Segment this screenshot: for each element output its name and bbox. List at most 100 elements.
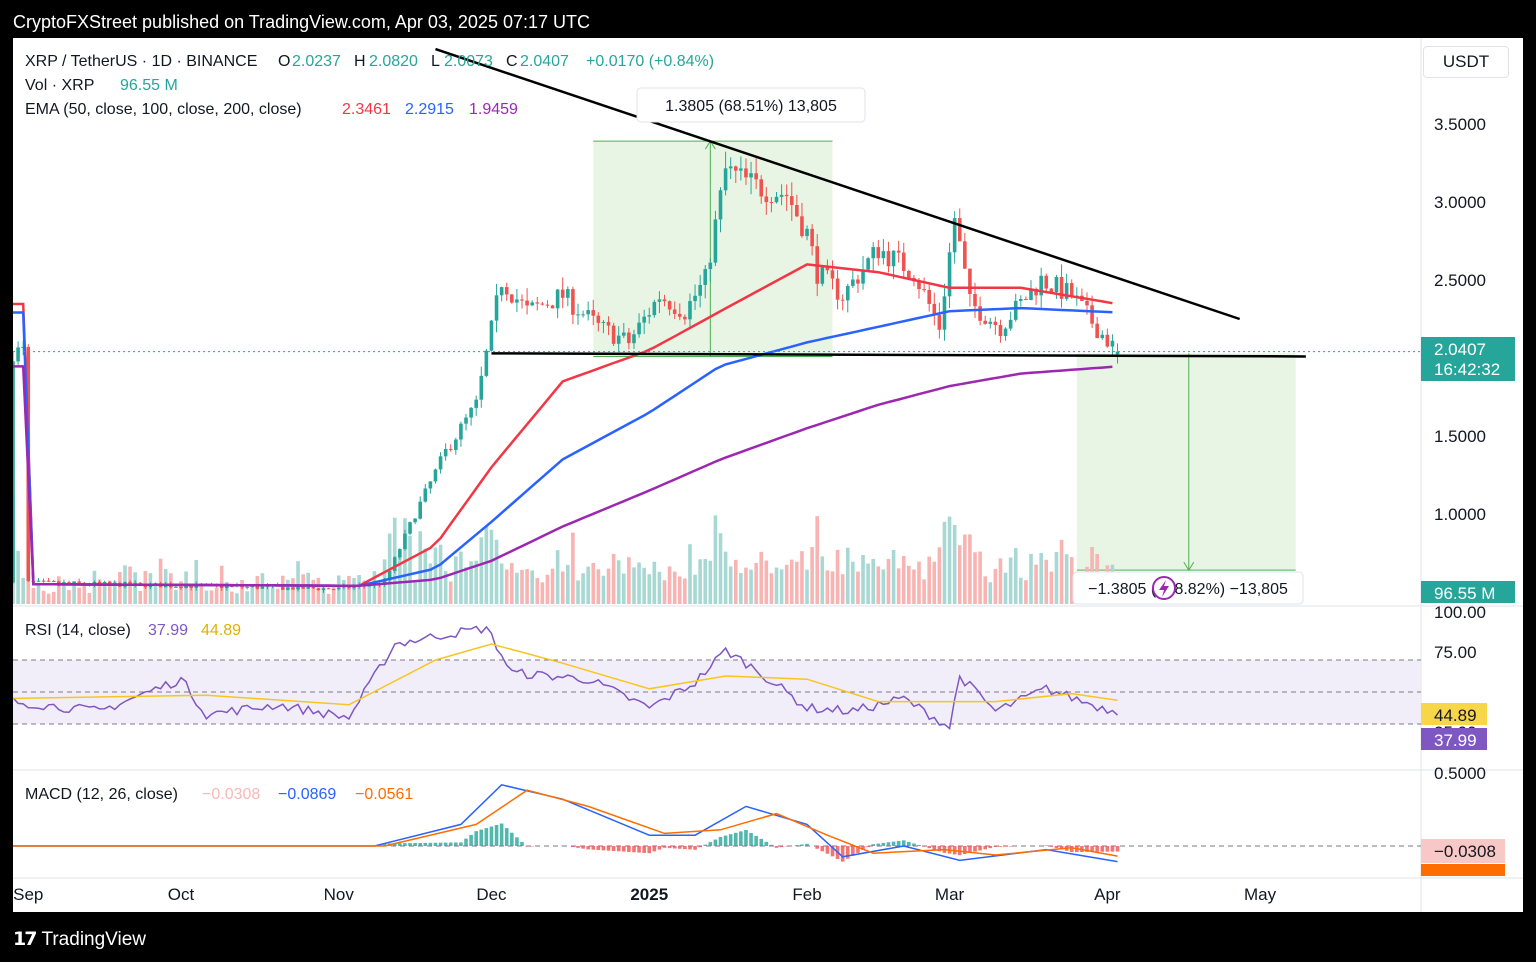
macd-histogram-bar (673, 846, 677, 848)
macd-histogram-bar (780, 846, 784, 847)
volume-bar (1024, 580, 1028, 604)
volume-bar (490, 530, 494, 604)
macd-histogram-bar (917, 845, 921, 846)
chart-frame[interactable]: 3.5000 3.0000 2.5000 1.5000 1.0000 100.00 75.0… (13, 38, 1523, 912)
candle-body (668, 301, 672, 309)
candle-body (724, 168, 728, 190)
volume-bar (978, 552, 982, 604)
volume-bar (871, 559, 875, 604)
volume-bar (454, 556, 458, 604)
currency-button[interactable]: USDT (1423, 46, 1509, 78)
volume-bar (52, 592, 56, 604)
candle-body (16, 347, 20, 361)
candle-body (1055, 277, 1059, 292)
macd-histogram-bar (907, 842, 911, 846)
volume-bar (1050, 572, 1054, 604)
candle-body (653, 302, 657, 315)
macd-histogram-bar (653, 846, 657, 851)
volume-bar (759, 552, 763, 604)
price-chart[interactable]: 3.5000 3.0000 2.5000 1.5000 1.0000 100.00 75.0… (13, 38, 1523, 912)
macd-histogram-bar (693, 846, 697, 850)
macd-histogram-bar (999, 846, 1003, 847)
candle-body (877, 247, 881, 258)
volume-bar (887, 559, 891, 604)
candle-body (281, 587, 285, 590)
macd-histogram-bar (663, 846, 667, 848)
candle-body (1009, 320, 1013, 329)
macd-histogram-bar (729, 834, 733, 846)
volume-bar (810, 547, 814, 604)
volume-bar (1004, 573, 1008, 604)
volume-bar (653, 562, 657, 604)
candle-body (1090, 305, 1094, 323)
volume-bar (836, 550, 840, 604)
volume-bar (963, 535, 967, 604)
volume-bar (622, 574, 626, 604)
volume-bar (291, 578, 295, 604)
candle-body (642, 317, 646, 323)
ema100-value: 2.2915 (405, 101, 454, 118)
macd-histogram-bar (571, 846, 575, 847)
volume-bar (296, 561, 300, 604)
volume-bar (556, 550, 560, 604)
candle-body (1085, 301, 1089, 305)
volume-bar (932, 562, 936, 604)
candle-body (1019, 299, 1023, 301)
macd-histogram-bar (719, 837, 723, 846)
volume-bar (805, 570, 809, 604)
volume-bar (250, 586, 254, 604)
rsi-badge-value: 37.99 (1434, 731, 1477, 750)
volume-bar (841, 574, 845, 604)
volume-bar (510, 563, 514, 604)
candle-body (525, 301, 529, 306)
candle-body (1004, 329, 1008, 336)
volume-bar (602, 576, 606, 604)
candle-body (581, 314, 585, 315)
candle-body (775, 197, 779, 202)
volume-bar (57, 576, 61, 604)
candle-body (530, 302, 534, 305)
volume-bar (938, 547, 942, 604)
candle-body (479, 376, 483, 400)
price-tick-label: 3.5000 (1434, 115, 1486, 134)
macd-histogram-bar (988, 846, 992, 848)
macd-histogram-bar (1004, 846, 1008, 847)
macd-histogram-bar (449, 843, 453, 846)
rsi-label: RSI (14, close) (25, 622, 131, 639)
macd-histogram-bar (469, 835, 473, 846)
rsi-tick-label: 100.00 (1434, 603, 1486, 622)
volume-bar (479, 537, 483, 604)
candle-body (821, 266, 825, 284)
volume-bar (1034, 565, 1038, 604)
high-value: 2.0820 (369, 53, 418, 70)
candle-body (663, 299, 667, 301)
tradingview-logo-text: TradingView (41, 929, 146, 950)
candle-body (759, 179, 763, 196)
macd-histogram-bar (444, 843, 448, 846)
volume-bar (724, 552, 728, 604)
volume-bar (831, 571, 835, 604)
volume-bar (398, 554, 402, 604)
candle-body (729, 166, 733, 168)
volume-bar (317, 578, 321, 604)
volume-bar (434, 548, 438, 604)
macd-histogram-bar (647, 846, 651, 853)
rsi-value: 37.99 (148, 622, 188, 639)
volume-bar (988, 582, 992, 604)
volume-bar (42, 591, 46, 604)
macd-histogram-bar (581, 846, 585, 849)
macd-histogram-bar (754, 836, 758, 846)
candle-body (678, 314, 682, 317)
ema50-value: 2.3461 (342, 101, 391, 118)
macd-histogram-bar (1116, 846, 1120, 852)
candle-body (805, 229, 809, 236)
candle-body (637, 323, 641, 335)
tradingview-logo[interactable]: 17 TradingView (13, 928, 146, 951)
candle-body (474, 400, 478, 408)
volume-bar (520, 570, 524, 604)
volume-bar (515, 573, 519, 604)
macd-histogram-bar (1095, 846, 1099, 852)
candle-body (938, 315, 942, 330)
volume-bar (566, 565, 570, 604)
volume-bar (703, 559, 707, 604)
